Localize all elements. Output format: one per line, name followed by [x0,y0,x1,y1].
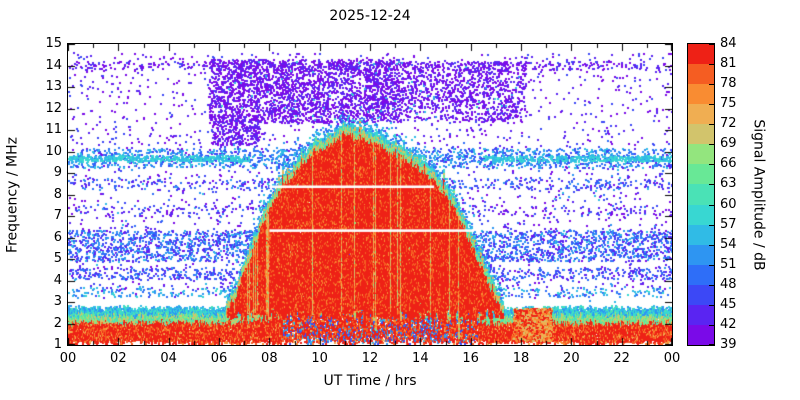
colorbar-band [688,264,714,285]
x-tick-label: 00 [59,351,77,366]
colorbar-label: Signal Amplitude / dB [750,119,767,271]
colorbar-tick-label: 45 [720,296,737,312]
y-tick-label: 14 [45,57,62,73]
y-tick-label: 3 [53,294,62,309]
x-tick-label: 04 [160,351,177,366]
colorbar-tick-mark [709,205,714,206]
colorbar-tick-label: 51 [720,256,737,272]
y-tick-label: 6 [53,229,62,245]
y-tick-label: 5 [53,251,62,266]
x-tick-label: 18 [512,351,530,366]
colorbar-band [688,184,714,205]
colorbar-band [688,124,714,145]
colorbar-band [688,244,714,265]
colorbar-tick-label: 42 [720,316,737,332]
colorbar-tick-mark [709,184,714,185]
colorbar-tick-label: 84 [720,36,737,51]
x-tick-label: 00 [663,351,681,366]
spectrogram-canvas [68,44,672,345]
y-tick-label: 7 [53,208,62,223]
x-tick-label: 22 [613,351,630,366]
colorbar-tick-label: 81 [720,56,737,72]
plot-area [67,43,673,346]
y-tick-label: 1 [53,337,62,352]
colorbar-tick-mark [709,225,714,226]
y-tick-label: 15 [45,36,62,51]
colorbar-band [688,204,714,225]
colorbar-tick-mark [709,44,714,45]
colorbar-band [688,104,714,125]
colorbar-tick-label: 39 [720,337,737,352]
colorbar-band [688,324,714,345]
y-tick-label: 2 [53,315,62,331]
colorbar-tick-mark [709,124,714,125]
colorbar-tick-mark [709,144,714,145]
colorbar-tick-mark [709,265,714,266]
colorbar-band [688,44,714,65]
colorbar-band [688,164,714,185]
colorbar-tick-label: 48 [720,276,737,292]
colorbar-tick-mark [709,64,714,65]
y-axis-label: Frequency / MHz [4,137,21,253]
colorbar-band [688,84,714,105]
x-tick-label: 10 [311,351,328,366]
y-tick-label: 10 [45,143,62,159]
colorbar-tick-mark [709,305,714,306]
x-tick-label: 16 [462,351,479,366]
x-tick-label: 20 [563,351,580,366]
colorbar-tick-label: 54 [720,236,737,252]
y-tick-label: 4 [53,272,62,288]
colorbar-tick-mark [709,164,714,165]
y-tick-label: 12 [45,100,62,116]
colorbar-tick-label: 72 [720,116,737,132]
colorbar-band [688,284,714,305]
y-tick-label: 9 [53,165,62,180]
y-tick-label: 8 [53,186,62,202]
colorbar-tick-label: 69 [720,136,737,152]
colorbar-band [688,304,714,325]
colorbar [687,43,715,346]
colorbar-band [688,224,714,245]
colorbar-tick-label: 60 [720,196,737,212]
y-tick-label: 11 [45,122,62,137]
chart-title: 2025-12-24 [329,8,411,24]
x-tick-label: 06 [210,351,228,366]
colorbar-band [688,64,714,85]
colorbar-band [688,144,714,165]
x-tick-label: 08 [261,351,278,366]
colorbar-tick-label: 66 [720,156,737,172]
colorbar-tick-mark [709,325,714,326]
colorbar-tick-label: 57 [720,216,737,232]
y-tick-label: 13 [45,79,62,94]
colorbar-tick-label: 78 [720,76,737,92]
x-tick-label: 14 [412,351,429,366]
colorbar-tick-label: 75 [720,96,737,112]
x-tick-label: 02 [110,351,127,366]
colorbar-tick-mark [709,285,714,286]
colorbar-tick-mark [709,344,714,345]
colorbar-tick-mark [709,104,714,105]
colorbar-tick-mark [709,84,714,85]
x-tick-label: 12 [361,351,379,366]
colorbar-tick-label: 63 [720,176,737,192]
x-axis-label: UT Time / hrs [323,373,417,389]
colorbar-tick-mark [709,245,714,246]
